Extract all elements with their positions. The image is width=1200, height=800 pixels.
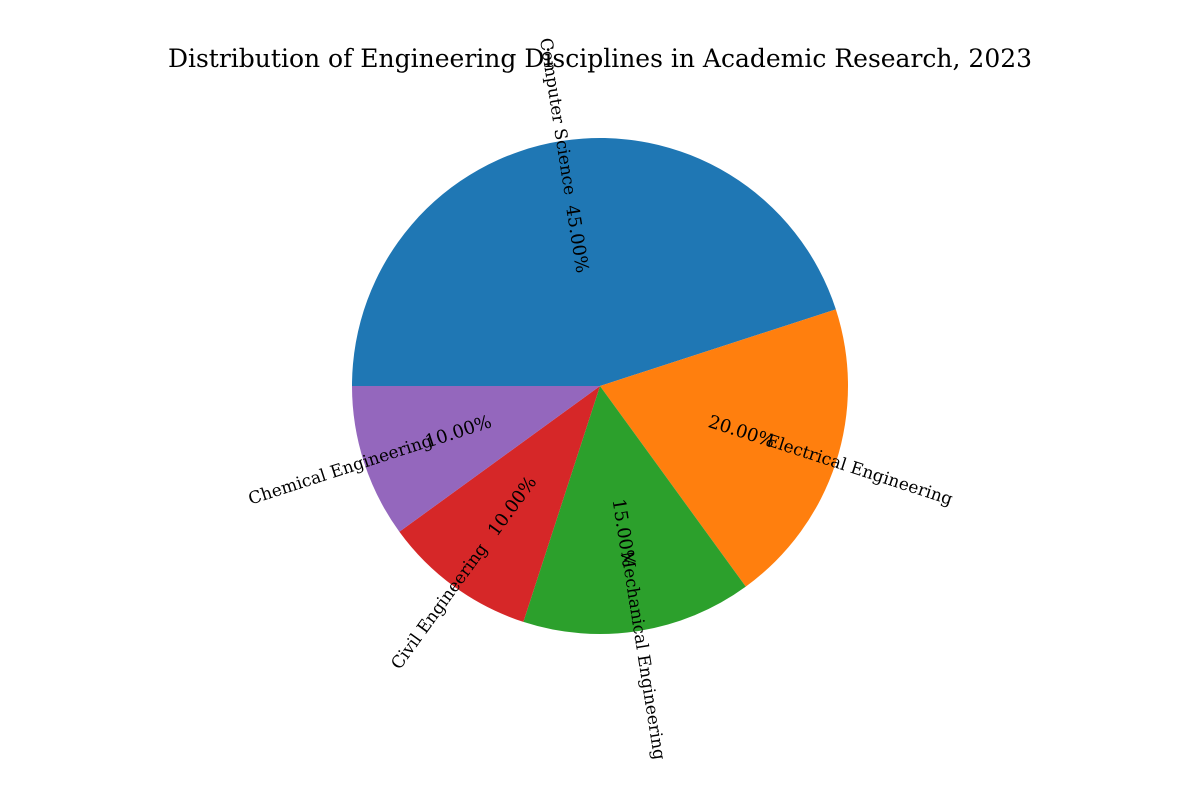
pie-slice <box>523 386 746 635</box>
chart-title: Distribution of Engineering Disciplines … <box>168 44 1032 73</box>
pie-slice <box>600 309 849 587</box>
pie-slices <box>352 138 849 635</box>
pie-slice <box>352 386 600 532</box>
pie-slice <box>352 138 836 386</box>
pie-slice <box>399 386 600 622</box>
